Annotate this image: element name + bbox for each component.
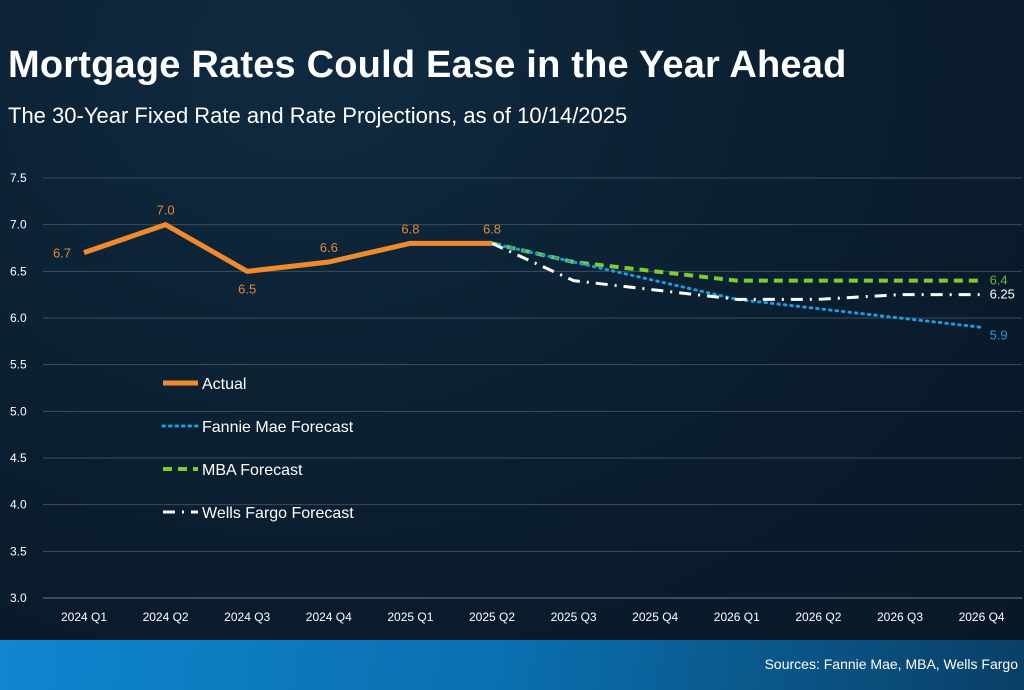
sources-text: Sources: Fannie Mae, MBA, Wells Fargo (764, 656, 1018, 672)
data-label: 5.9 (990, 327, 1008, 342)
y-tick-label: 5.0 (10, 404, 27, 418)
x-tick-label: 2025 Q2 (469, 610, 515, 624)
background (0, 0, 1024, 640)
legend-label: MBA Forecast (202, 462, 303, 479)
y-tick-label: 6.5 (10, 264, 27, 278)
x-tick-label: 2024 Q3 (224, 610, 270, 624)
data-label: 6.7 (53, 246, 71, 261)
data-label: 6.25 (990, 287, 1015, 302)
footer-bar: Sources: Fannie Mae, MBA, Wells Fargo (0, 640, 1024, 690)
data-label: 6.8 (483, 221, 501, 236)
legend-label: Fannie Mae Forecast (202, 419, 354, 436)
legend-label: Actual (202, 376, 246, 393)
y-tick-label: 3.5 (10, 544, 27, 558)
y-tick-label: 3.0 (10, 591, 27, 605)
x-tick-label: 2024 Q4 (306, 610, 352, 624)
y-tick-label: 7.5 (10, 171, 27, 185)
x-tick-label: 2026 Q3 (877, 610, 923, 624)
y-tick-label: 7.0 (10, 218, 27, 232)
data-label: 7.0 (157, 203, 175, 218)
x-tick-label: 2024 Q1 (61, 610, 107, 624)
y-tick-label: 4.5 (10, 451, 27, 465)
x-tick-label: 2025 Q4 (632, 610, 678, 624)
x-tick-label: 2024 Q2 (143, 610, 189, 624)
chart-subtitle: The 30-Year Fixed Rate and Rate Projecti… (8, 103, 628, 128)
y-tick-label: 6.0 (10, 311, 27, 325)
data-label: 6.5 (238, 281, 256, 296)
x-tick-label: 2025 Q3 (551, 610, 597, 624)
data-label: 6.6 (320, 240, 338, 255)
chart-title: Mortgage Rates Could Ease in the Year Ah… (8, 44, 847, 86)
x-tick-label: 2025 Q1 (387, 610, 433, 624)
series-line-actual (83, 222, 492, 274)
data-label: 6.4 (990, 273, 1008, 288)
series-line-mba-forecast (491, 241, 982, 283)
y-tick-label: 4.0 (10, 498, 27, 512)
series-line-fannie-mae-forecast (490, 241, 984, 329)
series-line-wells-fargo-forecast (491, 241, 982, 301)
x-tick-label: 2026 Q2 (795, 610, 841, 624)
y-tick-label: 5.5 (10, 358, 27, 372)
line-chart: 7.5 7.0 6.5 6.0 5.5 5.0 4.5 4.0 3.5 3.0 2024 Q1 202… (10, 171, 1022, 624)
data-label: 6.8 (401, 221, 419, 236)
x-tick-label: 2026 Q4 (959, 610, 1005, 624)
x-tick-label: 2026 Q1 (714, 610, 760, 624)
legend-label: Wells Fargo Forecast (202, 505, 354, 522)
